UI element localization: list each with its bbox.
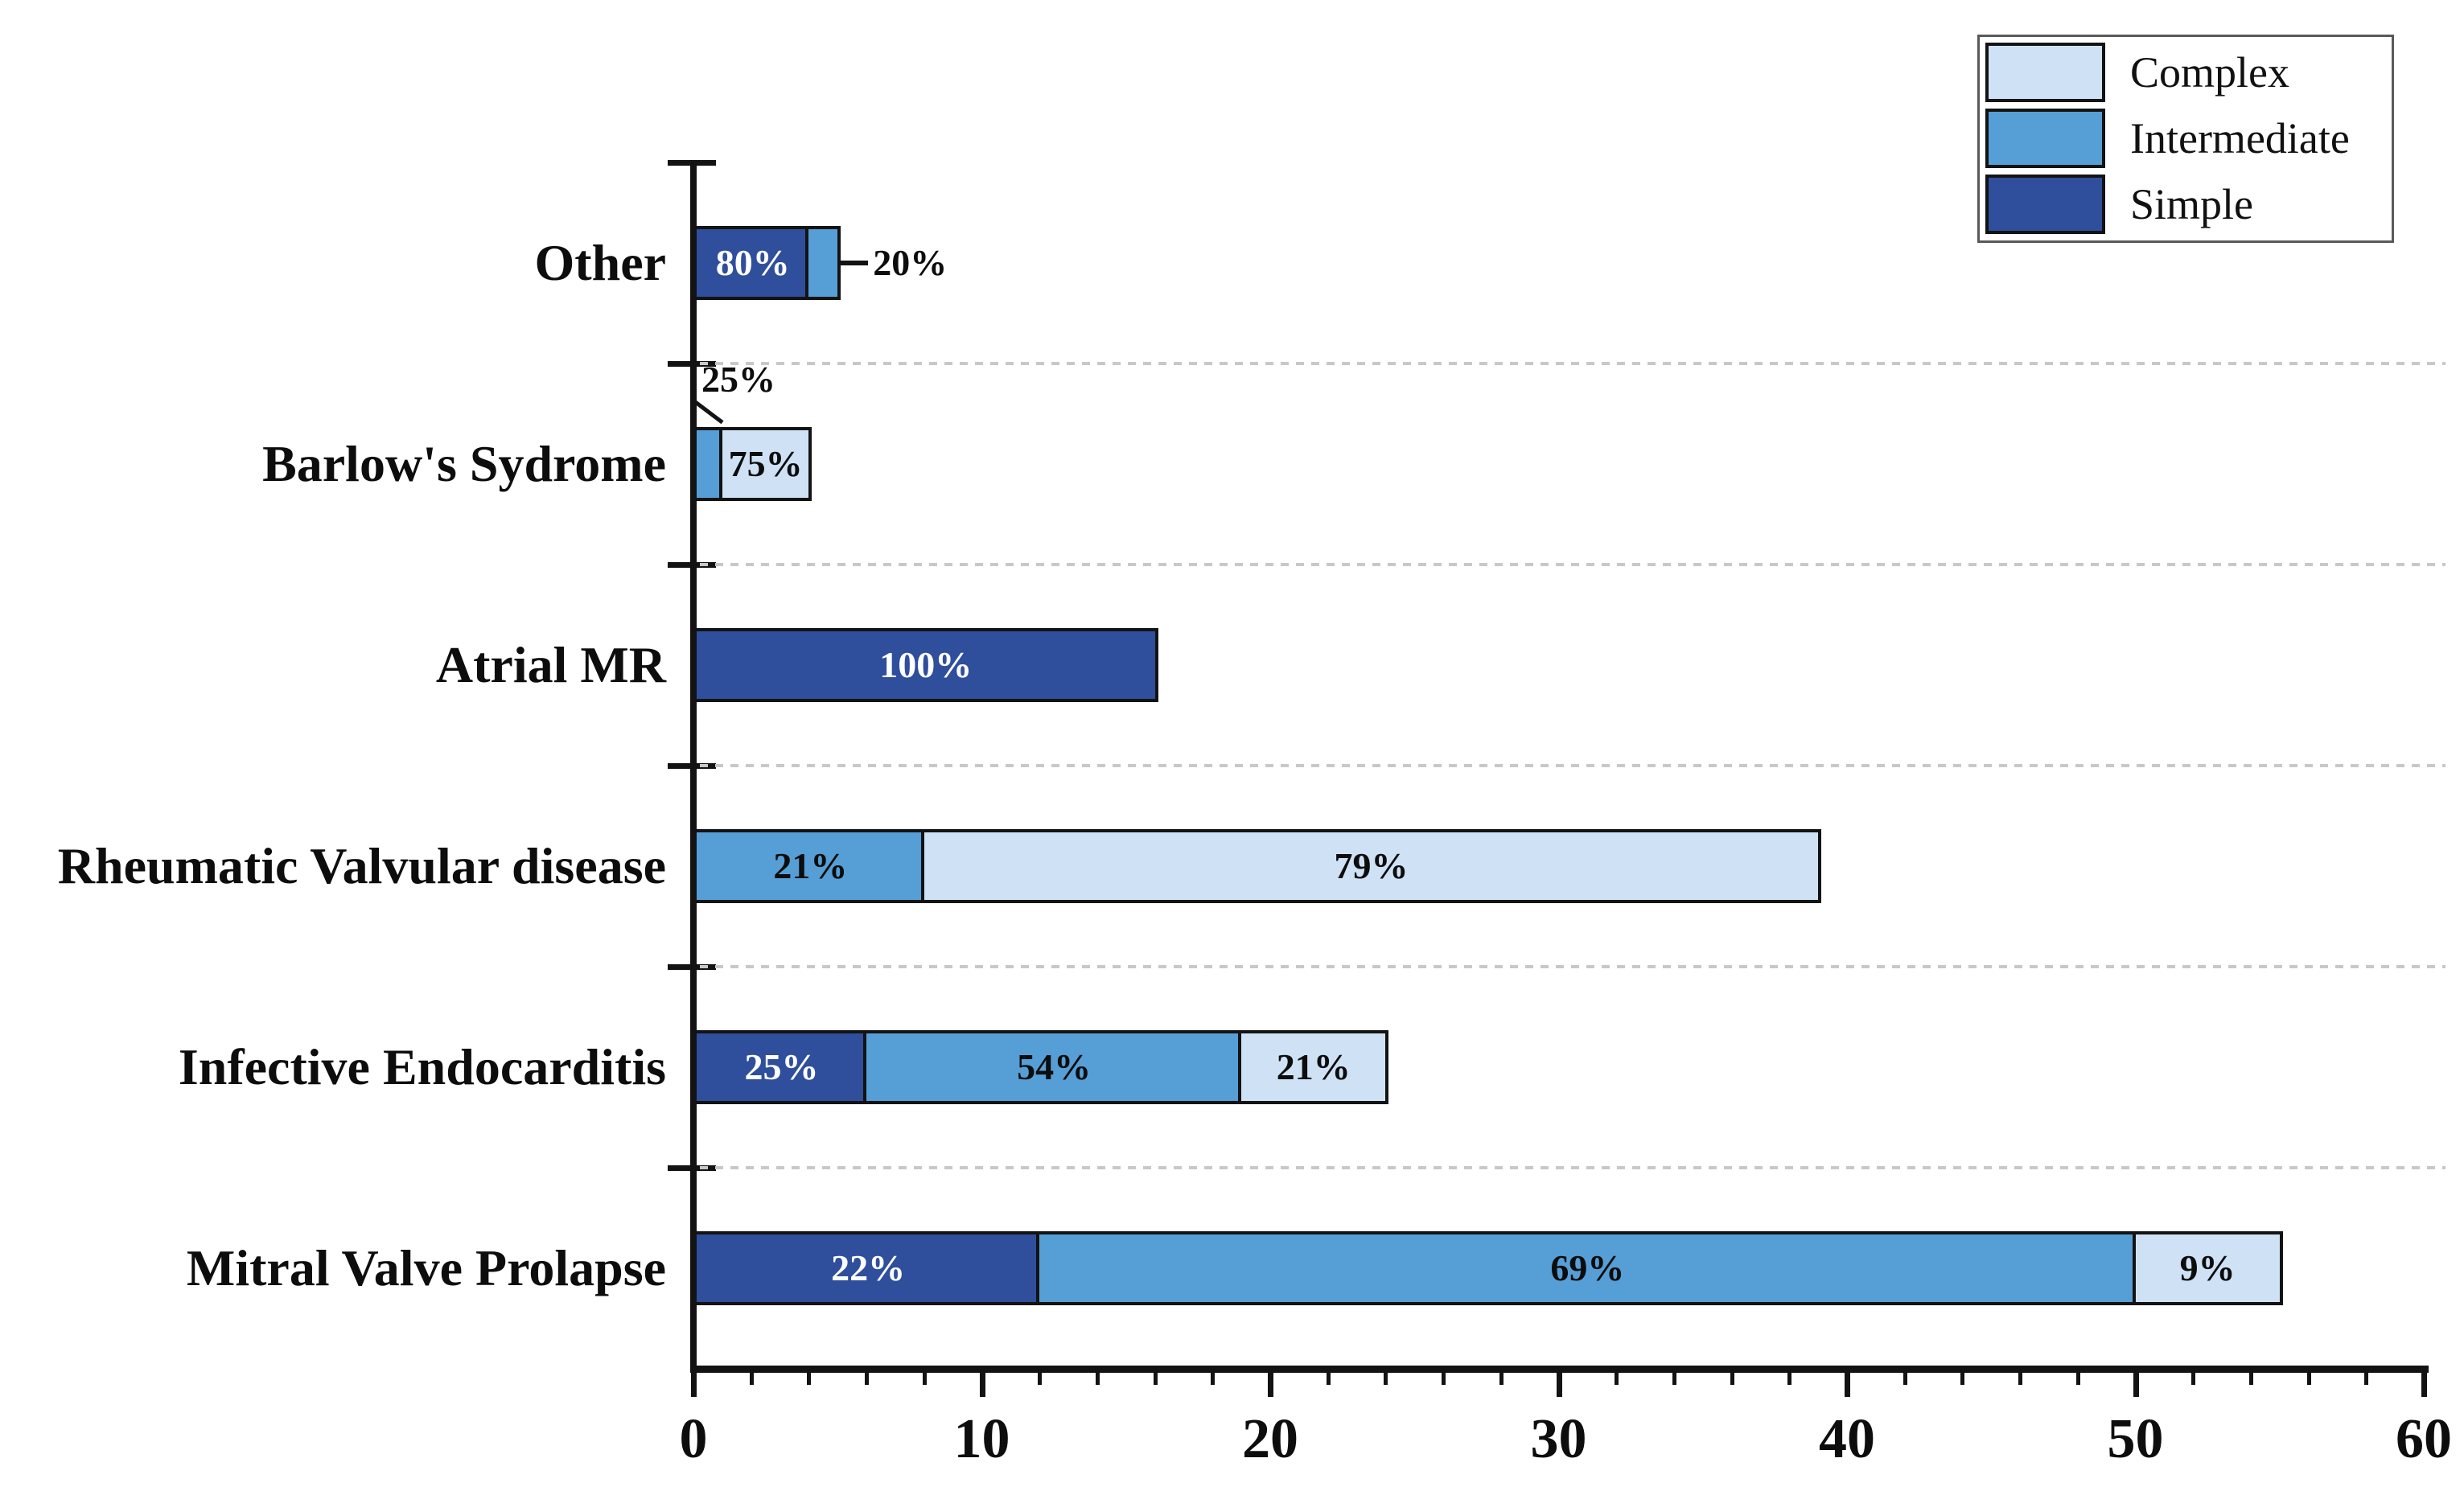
callout-label: 20% bbox=[873, 242, 948, 283]
x-minor-tick bbox=[2191, 1373, 2196, 1385]
legend-item: Intermediate bbox=[1985, 109, 2388, 168]
segment-label: 79% bbox=[1334, 845, 1409, 886]
x-minor-tick bbox=[1095, 1373, 1100, 1385]
x-major-tick bbox=[691, 1373, 697, 1397]
legend-item-label: Simple bbox=[2130, 180, 2254, 228]
segment-label: 69% bbox=[1550, 1247, 1625, 1288]
x-minor-tick bbox=[922, 1373, 927, 1385]
category-label: Other bbox=[534, 234, 667, 291]
segment-label: 9% bbox=[2179, 1247, 2236, 1288]
segment-label: 100% bbox=[879, 644, 973, 685]
x-tick-label: 60 bbox=[2396, 1408, 2452, 1470]
bar-segment-simple: 25% bbox=[693, 1030, 870, 1104]
x-minor-tick bbox=[865, 1373, 870, 1385]
x-axis-line bbox=[690, 1366, 2429, 1373]
y-axis-tick bbox=[668, 964, 716, 970]
bar-segment-complex: 9% bbox=[2132, 1231, 2283, 1305]
legend-item-label: Intermediate bbox=[2130, 114, 2350, 162]
x-minor-tick bbox=[1672, 1373, 1676, 1385]
x-tick-label: 20 bbox=[1242, 1408, 1298, 1470]
segment-label: 80% bbox=[715, 242, 790, 283]
y-axis-tick bbox=[668, 1165, 716, 1171]
category-label: Atrial MR bbox=[435, 636, 666, 693]
x-minor-tick bbox=[2364, 1373, 2369, 1385]
x-minor-tick bbox=[1153, 1373, 1158, 1385]
legend-swatch bbox=[1985, 43, 2105, 102]
leader-line bbox=[839, 261, 869, 265]
x-minor-tick bbox=[2075, 1373, 2080, 1385]
gridline bbox=[700, 1166, 2445, 1169]
bar-segment-intermediate bbox=[805, 226, 841, 300]
legend-item-label: Complex bbox=[2130, 48, 2289, 97]
gridline bbox=[700, 965, 2445, 968]
bar-segment-complex: 75% bbox=[718, 427, 812, 501]
x-minor-tick bbox=[1038, 1373, 1043, 1385]
x-minor-tick bbox=[1211, 1373, 1216, 1385]
x-minor-tick bbox=[1442, 1373, 1446, 1385]
x-minor-tick bbox=[749, 1373, 754, 1385]
legend: Complex Intermediate Simple bbox=[1977, 35, 2394, 243]
bar-segment-simple: 22% bbox=[693, 1231, 1043, 1305]
legend-swatch bbox=[1985, 175, 2105, 234]
y-axis-tick bbox=[668, 763, 716, 769]
x-major-tick bbox=[1268, 1373, 1273, 1397]
x-minor-tick bbox=[1384, 1373, 1388, 1385]
segment-label: 21% bbox=[1276, 1046, 1351, 1087]
x-tick-label: 10 bbox=[953, 1408, 1010, 1470]
legend-item: Complex bbox=[1985, 43, 2388, 102]
gridline bbox=[700, 764, 2445, 767]
x-minor-tick bbox=[2018, 1373, 2023, 1385]
category-label: Barlow's Sydrome bbox=[262, 435, 666, 492]
bar-segment-intermediate: 21% bbox=[693, 829, 928, 903]
bar-segment-simple: 100% bbox=[693, 628, 1158, 702]
x-minor-tick bbox=[1615, 1373, 1619, 1385]
x-major-tick bbox=[2421, 1373, 2427, 1397]
bar-segment-complex: 21% bbox=[1238, 1030, 1389, 1104]
bar-segment-intermediate: 54% bbox=[863, 1030, 1245, 1104]
x-major-tick bbox=[979, 1373, 985, 1397]
gridline bbox=[700, 563, 2445, 566]
callout-label: 25% bbox=[701, 359, 775, 400]
x-minor-tick bbox=[1326, 1373, 1331, 1385]
x-major-tick bbox=[1845, 1373, 1850, 1397]
x-minor-tick bbox=[1730, 1373, 1734, 1385]
category-label: Mitral Valve Prolapse bbox=[186, 1239, 666, 1296]
x-minor-tick bbox=[1787, 1373, 1792, 1385]
x-tick-label: 50 bbox=[2107, 1408, 2164, 1470]
x-minor-tick bbox=[1499, 1373, 1503, 1385]
y-axis-tick bbox=[668, 160, 716, 166]
segment-label: 75% bbox=[728, 443, 803, 484]
bar-segment-complex: 79% bbox=[920, 829, 1822, 903]
x-minor-tick bbox=[2306, 1373, 2311, 1385]
x-tick-label: 0 bbox=[679, 1408, 708, 1470]
gridline bbox=[700, 362, 2445, 365]
bar-segment-simple: 80% bbox=[693, 226, 812, 300]
y-axis-tick bbox=[668, 562, 716, 568]
bar-segment-intermediate: 69% bbox=[1036, 1231, 2139, 1305]
segment-label: 21% bbox=[773, 845, 848, 886]
legend-item: Simple bbox=[1985, 175, 2388, 234]
x-minor-tick bbox=[2248, 1373, 2253, 1385]
x-minor-tick bbox=[1903, 1373, 1907, 1385]
x-tick-label: 40 bbox=[1819, 1408, 1875, 1470]
leader-line bbox=[693, 401, 724, 425]
category-label: Infective Endocarditis bbox=[178, 1038, 666, 1095]
y-axis-tick bbox=[668, 361, 716, 367]
x-major-tick bbox=[1556, 1373, 1562, 1397]
segment-label: 22% bbox=[831, 1247, 906, 1288]
x-tick-label: 30 bbox=[1530, 1408, 1587, 1470]
legend-swatch bbox=[1985, 109, 2105, 168]
x-minor-tick bbox=[1960, 1373, 1965, 1385]
x-minor-tick bbox=[807, 1373, 812, 1385]
segment-label: 25% bbox=[744, 1046, 819, 1087]
category-label: Rheumatic Valvular disease bbox=[57, 837, 666, 894]
x-major-tick bbox=[2133, 1373, 2139, 1397]
segment-label: 54% bbox=[1017, 1046, 1092, 1087]
